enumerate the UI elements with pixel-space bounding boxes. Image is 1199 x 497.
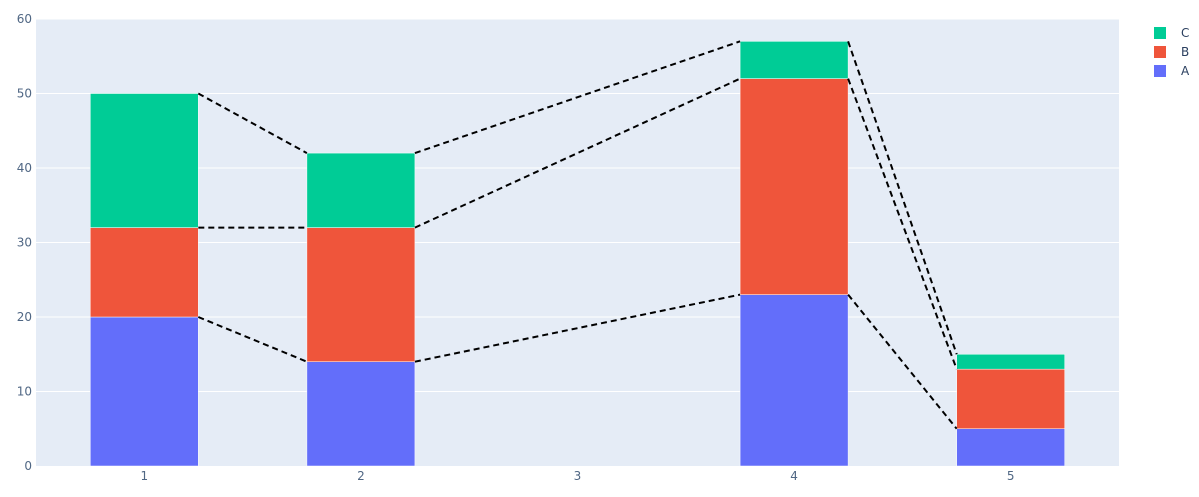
connector-line-c [847, 41, 958, 355]
legend-swatch-c[interactable] [1154, 27, 1166, 39]
y-tick-label: 40 [17, 161, 32, 175]
y-tick-label: 20 [17, 310, 32, 324]
connector-line-a [414, 293, 741, 363]
x-tick-label: 5 [1007, 469, 1015, 483]
connector-line-c [414, 40, 741, 155]
bar-segment-b [956, 368, 1065, 429]
legend-label-a[interactable]: A [1181, 64, 1190, 78]
x-tick-label: 1 [140, 469, 148, 483]
bar-segment-a [90, 316, 199, 467]
legend-swatch-b[interactable] [1154, 46, 1166, 58]
bar-segment-b [90, 227, 199, 318]
bar-segment-a [739, 294, 849, 467]
bar-segment-c [306, 152, 416, 228]
connector-line-a [847, 294, 958, 430]
legend[interactable]: CBA [1154, 26, 1190, 78]
connector-lines [197, 40, 958, 430]
x-axis-tick-labels: 1 2 3 4 5 [140, 469, 1014, 483]
y-tick-label: 0 [24, 459, 32, 473]
bar-segment-c [90, 93, 199, 228]
y-tick-label: 10 [17, 385, 32, 399]
y-tick-label: 60 [17, 12, 32, 26]
gridlines [36, 18, 1119, 392]
bar-segment-a [956, 428, 1065, 467]
connector-line-c [197, 92, 308, 154]
legend-swatch-a[interactable] [1154, 65, 1166, 77]
y-tick-label: 50 [17, 87, 32, 101]
x-tick-label: 4 [790, 469, 798, 483]
bar-segment-b [306, 227, 416, 362]
bar-segment-c [956, 354, 1065, 370]
x-tick-label: 3 [574, 469, 582, 483]
legend-label-c[interactable]: C [1181, 26, 1189, 40]
bars [90, 41, 1065, 467]
bar-segment-b [739, 78, 849, 295]
bar-segment-a [306, 361, 416, 467]
connector-line-b [847, 78, 958, 370]
x-tick-label: 2 [357, 469, 365, 483]
bar-segment-c [739, 41, 849, 79]
legend-label-b[interactable]: B [1181, 45, 1189, 59]
y-tick-label: 30 [17, 236, 32, 250]
y-axis-tick-labels: 0 10 20 30 40 50 60 [17, 12, 32, 473]
